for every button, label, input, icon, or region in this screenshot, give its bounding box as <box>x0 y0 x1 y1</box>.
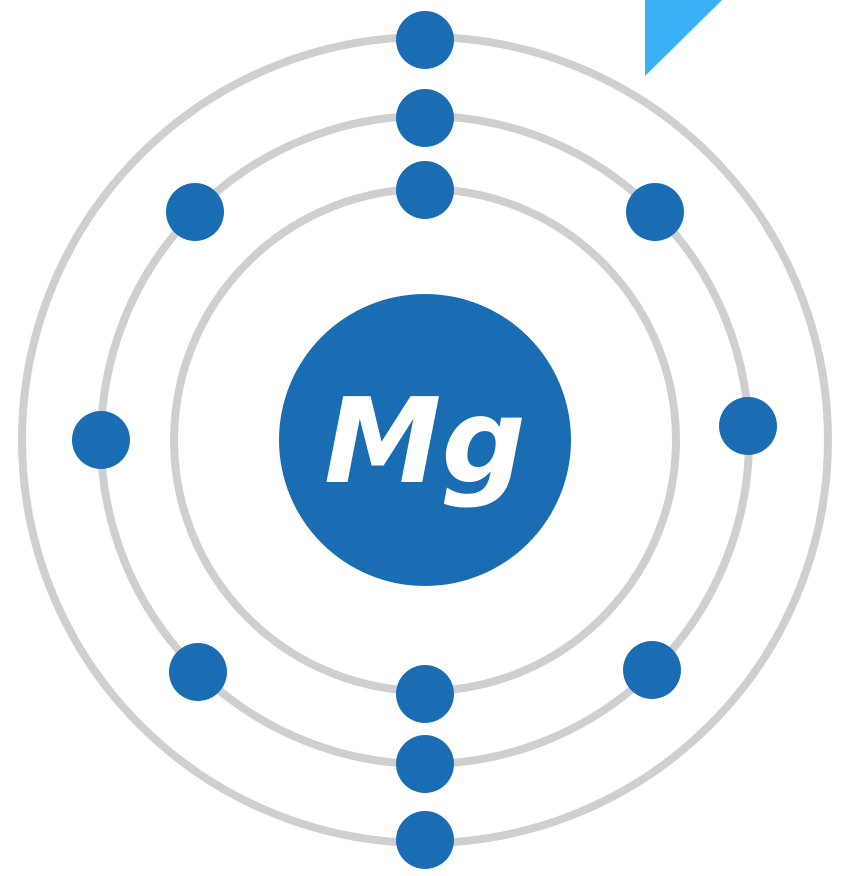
electron <box>166 183 224 241</box>
electron <box>719 397 777 455</box>
electron <box>169 643 227 701</box>
electron <box>623 641 681 699</box>
electron <box>396 665 454 723</box>
electron <box>396 161 454 219</box>
element-symbol: Mg <box>324 372 526 510</box>
electron <box>396 735 454 793</box>
electron <box>396 11 454 69</box>
electron <box>396 811 454 869</box>
electron <box>626 183 684 241</box>
corner-shape <box>645 0 722 76</box>
atom-diagram: Mg <box>0 0 846 876</box>
electron <box>72 411 130 469</box>
electron <box>396 89 454 147</box>
